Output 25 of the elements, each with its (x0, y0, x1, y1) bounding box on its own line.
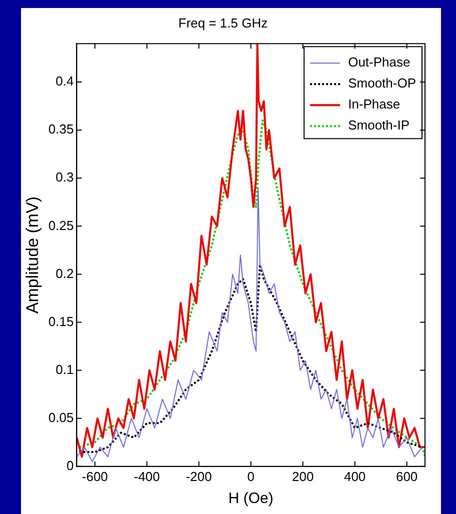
y-tick-label: 0.15 (48, 314, 74, 329)
y-tick-label: 0.25 (48, 218, 74, 233)
legend-label: Smooth-OP (348, 76, 416, 91)
chart-title: Freq = 1.5 GHz (178, 15, 268, 30)
x-tick-label: 400 (344, 468, 366, 484)
x-axis-title: H (Oe) (228, 490, 274, 508)
x-tick-label: 0 (247, 468, 254, 484)
y-axis-title: Amplitude (mV) (22, 196, 42, 314)
legend-label: Out-Phase (348, 54, 410, 70)
x-tick-label: 200 (292, 468, 314, 484)
x-tick-label: -600 (82, 468, 108, 484)
legend-label: Smooth-IP (348, 118, 410, 133)
legend-label: In-Phase (348, 96, 400, 112)
x-tick-label: -400 (134, 468, 160, 484)
y-tick-label: 0.05 (48, 410, 74, 425)
x-tick-label: 600 (396, 468, 418, 484)
y-tick-label: 0 (66, 458, 74, 473)
line-series (78, 119, 425, 458)
line-series (78, 264, 424, 453)
y-tick-label: 0.1 (56, 362, 74, 377)
y-tick-label: 0.3 (56, 170, 74, 185)
y-tick-label: 0.2 (56, 266, 74, 281)
y-tick-label: 0.35 (48, 122, 74, 137)
y-tick-label: 0.4 (56, 74, 74, 89)
x-tick-label: -200 (186, 468, 212, 484)
